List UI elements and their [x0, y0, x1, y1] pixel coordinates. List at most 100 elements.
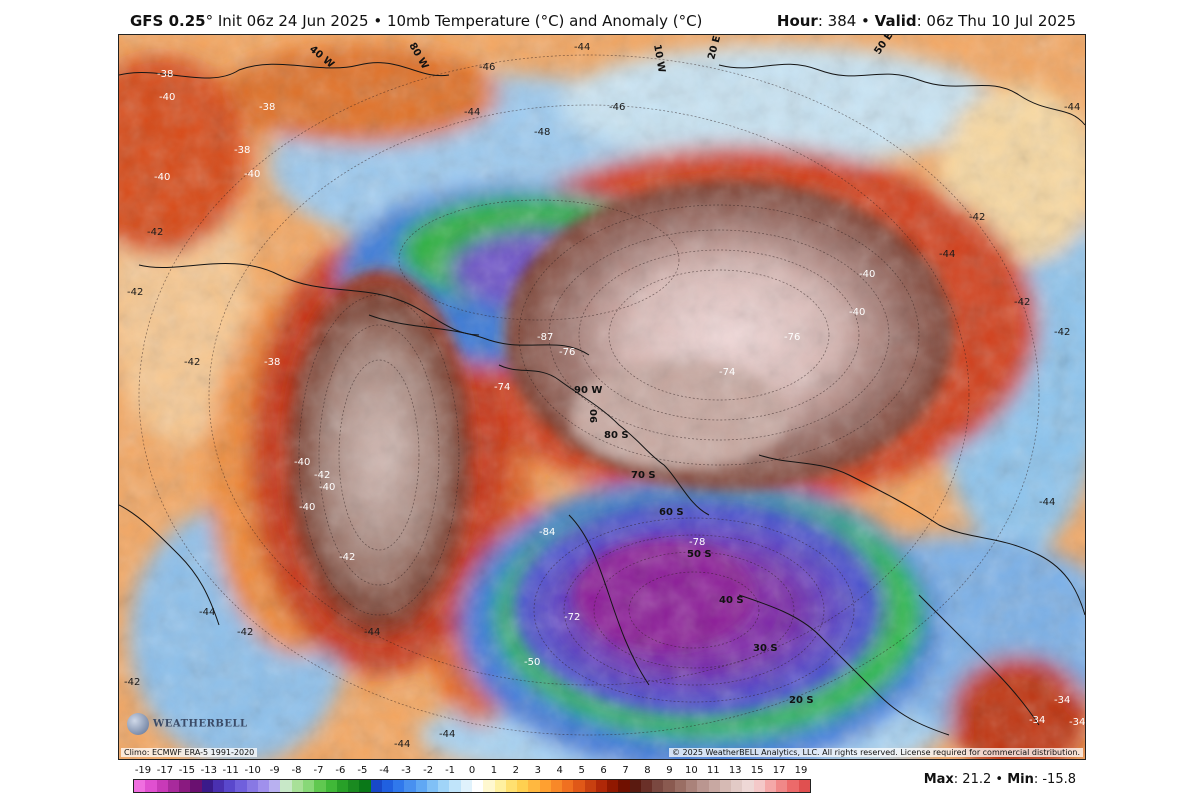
valid-value: : 06z Thu 10 Jul 2025: [916, 12, 1076, 30]
contour-labels: -38 -40 -38 -38 -42 -44 -44 -46 -46 -48 …: [124, 42, 1085, 750]
colorbar-swatch: [674, 780, 687, 792]
colorbar-swatch: [697, 780, 709, 792]
contour-label: -74: [719, 367, 735, 378]
colorbar-swatch: [764, 780, 777, 792]
grid-label: 10 W: [651, 44, 667, 74]
contour-label: -42: [147, 227, 163, 238]
colorbar-swatch: [776, 780, 788, 792]
contour-label: -87: [537, 332, 553, 343]
colorbar-swatch: [224, 780, 236, 792]
colorbar-swatch: [562, 780, 574, 792]
model-name: GFS 0.25: [130, 12, 206, 30]
contour-label: -42: [1014, 297, 1030, 308]
colorbar-tick-label: 8: [644, 765, 651, 776]
colorbar-tick-label: -8: [291, 765, 302, 776]
valid-label: Valid: [874, 12, 917, 30]
grid-label: 60 S: [659, 507, 684, 518]
colorbar-tick-label: 2: [512, 765, 520, 776]
contour-label: -74: [494, 382, 510, 393]
contour-label: -40: [319, 482, 335, 493]
colorbar-swatch: [607, 780, 619, 792]
chart-title: GFS 0.25° Init 06z 24 Jun 2025 • 10mb Te…: [130, 12, 702, 30]
logo-text: WEATHERBELL: [153, 718, 248, 730]
colorbar-swatch: [336, 780, 349, 792]
colorbar-swatch: [179, 780, 191, 792]
colorbar-swatch: [156, 780, 168, 792]
colorbar-tick-label: -2: [423, 765, 434, 776]
colorbar-swatch: [325, 780, 337, 792]
contour-label: -46: [479, 62, 495, 73]
colorbar-swatch: [393, 780, 405, 792]
colorbar-swatch: [291, 780, 303, 792]
colorbar-tick-label: -13: [200, 765, 217, 776]
colorbar-tick-label: -6: [335, 765, 346, 776]
colorbar-swatch: [494, 780, 506, 792]
colorbar-swatch: [134, 780, 146, 792]
contour-label: -40: [849, 307, 865, 318]
colorbar-swatch: [426, 780, 439, 792]
colorbar-swatch: [404, 780, 416, 792]
contour-label: -44: [394, 739, 410, 750]
colorbar-swatch: [618, 780, 630, 792]
copyright-note: © 2025 WeatherBELL Analytics, LLC. All r…: [669, 748, 1083, 757]
colorbar-tick-label: -10: [244, 765, 261, 776]
colorbar-tick-label: -4: [379, 765, 390, 776]
min-value: : -15.8: [1033, 772, 1076, 787]
contour-label: -34: [1029, 715, 1045, 726]
colorbar-tick-label: 10: [684, 765, 698, 776]
colorbar-tick-label: 19: [794, 765, 808, 776]
hour-value: : 384 •: [817, 12, 875, 30]
colorbar-swatch: [629, 780, 641, 792]
contour-label: -44: [464, 107, 480, 118]
colorbar-tick-label: 11: [706, 765, 720, 776]
colorbar-swatch: [584, 780, 596, 792]
colorbar-tick-label: 4: [556, 765, 563, 776]
colorbar-swatch: [212, 780, 225, 792]
grid-label: 80 S: [604, 430, 629, 441]
contour-label: -38: [264, 357, 280, 368]
contour-label: -76: [784, 332, 800, 343]
contour-label: -42: [969, 212, 985, 223]
contour-label: -42: [314, 470, 330, 481]
colorbar-swatch: [550, 780, 563, 792]
max-label: Max: [923, 772, 954, 787]
contour-label: -40: [154, 172, 170, 183]
colorbar-tick-label: -19: [134, 765, 152, 776]
colorbar-swatch: [731, 780, 743, 792]
valid-time: Hour: 384 • Valid: 06z Thu 10 Jul 2025: [777, 12, 1076, 30]
colorbar-swatch: [787, 780, 799, 792]
contour-label: -40: [244, 169, 260, 180]
colorbar-tick-label: 6: [600, 765, 607, 776]
colorbar-swatch: [528, 780, 540, 792]
colorbar-swatch: [415, 780, 427, 792]
texture-overlay: [119, 35, 1085, 759]
contour-label: -42: [1054, 327, 1070, 338]
colorbar-labels: -19 -17 -15 -13 -11 -10 -9 -8 -7 -6 -5 -4 -3 -2 -1 0 1 2 3…: [133, 765, 811, 779]
grid-label: 90: [589, 409, 600, 423]
colorbar-tick-label: -3: [401, 765, 412, 776]
contour-label: -42: [184, 357, 200, 368]
map-canvas: -38 -40 -38 -38 -42 -44 -44 -46 -46 -48 …: [119, 35, 1085, 759]
init-description: ° Init 06z 24 Jun 2025 • 10mb Temperatur…: [205, 12, 703, 30]
colorbar-swatch: [257, 780, 270, 792]
colorbar: -19 -17 -15 -13 -11 -10 -9 -8 -7 -6 -5 -4 -3 -2 -1 0 1 2 3…: [133, 765, 811, 795]
contour-label: -76: [559, 347, 575, 358]
contour-label: -42: [339, 552, 355, 563]
colorbar-swatch: [798, 780, 810, 792]
colorbar-swatch: [483, 780, 495, 792]
colorbar-swatch: [381, 780, 394, 792]
contour-label: -40: [299, 502, 315, 513]
colorbar-swatch: [235, 780, 247, 792]
colorbar-swatch: [686, 780, 698, 792]
grid-label: 50 S: [687, 549, 712, 560]
min-label: Min: [1007, 772, 1034, 787]
colorbar-tick-label: -5: [357, 765, 368, 776]
colorbar-swatch: [280, 780, 292, 792]
colorbar-swatch: [370, 780, 382, 792]
colorbar-swatch: [595, 780, 608, 792]
contour-label: -34: [1069, 717, 1085, 728]
contour-label: -44: [1064, 102, 1080, 113]
colorbar-swatch: [471, 780, 484, 792]
contour-label: -44: [364, 627, 380, 638]
colorbar-swatch: [348, 780, 360, 792]
